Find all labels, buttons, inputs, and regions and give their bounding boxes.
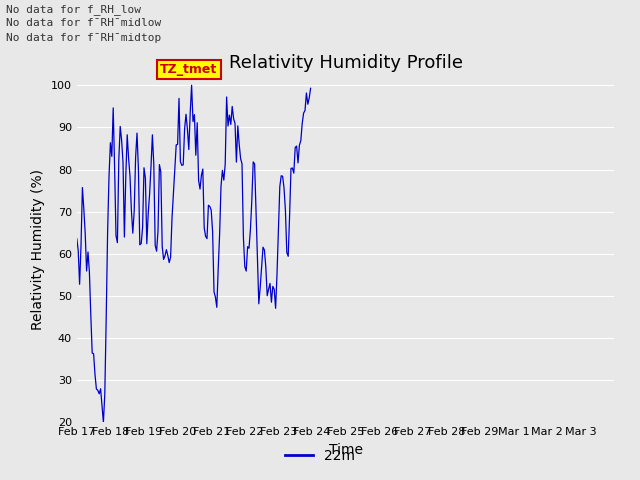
Title: Relativity Humidity Profile: Relativity Humidity Profile	[228, 54, 463, 72]
X-axis label: Time: Time	[328, 443, 363, 457]
Legend: 22m: 22m	[280, 443, 360, 468]
Y-axis label: Relativity Humidity (%): Relativity Humidity (%)	[31, 169, 45, 330]
Text: No data for f_RH_low: No data for f_RH_low	[6, 4, 141, 15]
Text: No data for f¯RH¯midtop: No data for f¯RH¯midtop	[6, 33, 162, 43]
Text: No data for f¯RH¯midlow: No data for f¯RH¯midlow	[6, 18, 162, 28]
Text: TZ_tmet: TZ_tmet	[160, 63, 218, 76]
